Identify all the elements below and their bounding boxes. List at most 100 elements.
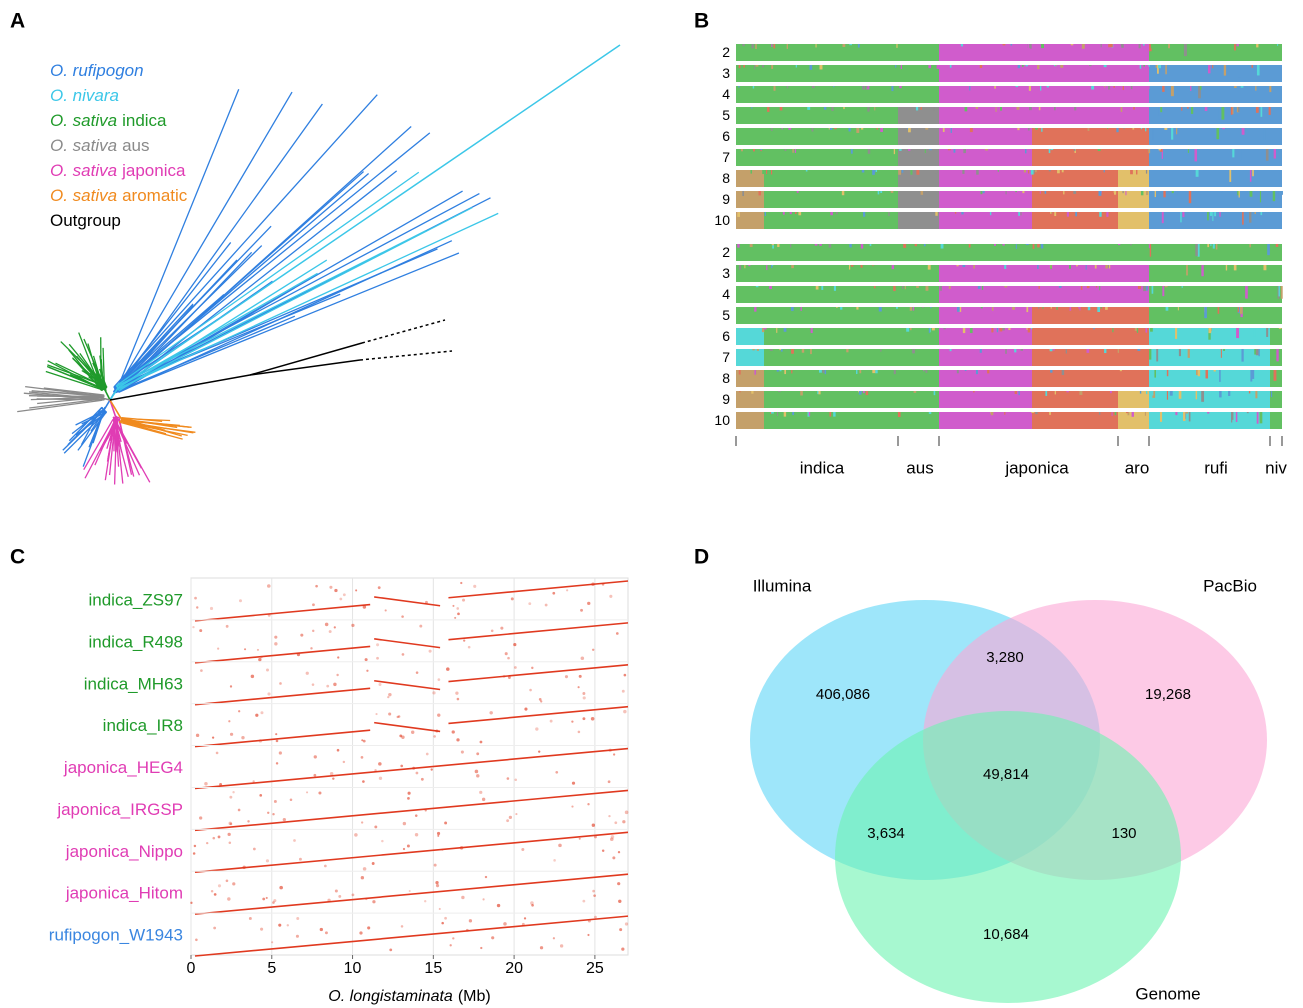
dot bbox=[275, 762, 279, 765]
admixture bbox=[1150, 328, 1153, 332]
admixture bbox=[1027, 328, 1031, 333]
dot bbox=[259, 793, 263, 797]
admixture bbox=[779, 370, 782, 372]
admixture bbox=[1143, 44, 1145, 46]
admixture bbox=[1237, 107, 1240, 112]
admixture bbox=[860, 128, 864, 130]
dot bbox=[265, 859, 270, 863]
dot bbox=[315, 584, 318, 588]
dot bbox=[256, 648, 260, 651]
admixture bbox=[1154, 370, 1156, 378]
admixture bbox=[1034, 170, 1037, 173]
admixture bbox=[1028, 170, 1030, 174]
dot bbox=[456, 738, 460, 742]
admixture bbox=[1076, 265, 1078, 267]
dot bbox=[192, 852, 196, 855]
dot bbox=[407, 796, 410, 800]
ancestry-block bbox=[1149, 212, 1270, 229]
admixture bbox=[1159, 412, 1163, 422]
ancestry-block bbox=[764, 412, 898, 429]
admixture bbox=[1183, 412, 1186, 421]
dot bbox=[531, 666, 534, 670]
admixture bbox=[1100, 44, 1102, 48]
admixture bbox=[828, 244, 832, 248]
admixture bbox=[1263, 265, 1267, 271]
admixture bbox=[1080, 286, 1083, 290]
dot bbox=[199, 629, 203, 633]
dot bbox=[273, 899, 277, 903]
admixture bbox=[1236, 328, 1240, 339]
dot bbox=[433, 863, 437, 867]
admixture bbox=[751, 44, 754, 49]
admixture bbox=[1020, 265, 1023, 270]
ancestry-block bbox=[736, 265, 898, 282]
dot bbox=[610, 837, 614, 842]
admixture bbox=[1127, 412, 1130, 416]
admixture bbox=[1111, 265, 1115, 269]
dot bbox=[481, 797, 486, 802]
dot bbox=[506, 777, 510, 780]
admixture bbox=[1180, 212, 1182, 223]
panel-label: A bbox=[10, 10, 25, 33]
admixture bbox=[1197, 370, 1201, 377]
admixture bbox=[1093, 328, 1095, 330]
admixture bbox=[1217, 307, 1220, 314]
admixture bbox=[819, 65, 823, 70]
dot bbox=[229, 732, 234, 736]
admixture bbox=[917, 391, 921, 394]
dot bbox=[451, 730, 455, 734]
venn-set-label: PacBio bbox=[1203, 576, 1257, 595]
admixture bbox=[1142, 412, 1146, 416]
admixture bbox=[964, 265, 967, 269]
admixture bbox=[814, 191, 818, 197]
admixture bbox=[1249, 212, 1252, 223]
admixture bbox=[1157, 65, 1159, 74]
admixture bbox=[1073, 149, 1076, 151]
admixture bbox=[776, 370, 779, 372]
branch bbox=[122, 420, 194, 434]
admixture bbox=[873, 286, 876, 289]
ancestry-block bbox=[736, 244, 898, 261]
ancestry-block bbox=[1149, 349, 1270, 366]
k-label: 3 bbox=[722, 265, 730, 281]
admixture bbox=[1175, 412, 1178, 416]
dot bbox=[591, 582, 595, 586]
branch bbox=[249, 359, 361, 376]
admixture bbox=[1273, 370, 1277, 381]
admixture bbox=[964, 107, 968, 112]
admixture bbox=[1239, 307, 1243, 314]
admixture bbox=[842, 286, 844, 292]
k-label: 4 bbox=[722, 86, 730, 102]
dot bbox=[272, 812, 275, 816]
admixture bbox=[878, 412, 882, 417]
k-label: 5 bbox=[722, 307, 730, 323]
ancestry-block bbox=[1032, 149, 1118, 166]
admixture bbox=[771, 128, 773, 132]
dot bbox=[213, 926, 217, 930]
ancestry-block bbox=[1118, 65, 1149, 82]
admixture bbox=[1095, 286, 1098, 288]
admixture bbox=[872, 370, 876, 374]
admixture bbox=[1251, 370, 1255, 379]
admixture bbox=[1031, 412, 1035, 414]
admixture bbox=[830, 212, 833, 216]
admixture bbox=[1032, 244, 1035, 249]
branch bbox=[112, 416, 143, 469]
admixture bbox=[849, 244, 852, 248]
admixture bbox=[1213, 44, 1215, 53]
ancestry-block bbox=[939, 128, 1032, 145]
admixture bbox=[810, 349, 812, 355]
dot bbox=[262, 897, 266, 901]
legend-entry: O. rufipogon bbox=[50, 61, 144, 80]
admixture bbox=[899, 149, 902, 151]
admixture bbox=[1019, 370, 1022, 375]
ancestry-block bbox=[898, 286, 939, 303]
admixture bbox=[809, 65, 813, 70]
ancestry-block bbox=[939, 307, 1032, 324]
ancestry-block bbox=[1149, 86, 1270, 103]
admixture bbox=[1014, 349, 1017, 353]
dot bbox=[617, 882, 621, 886]
admixture bbox=[753, 149, 755, 152]
alignment bbox=[194, 603, 371, 622]
admixture bbox=[1143, 286, 1147, 292]
